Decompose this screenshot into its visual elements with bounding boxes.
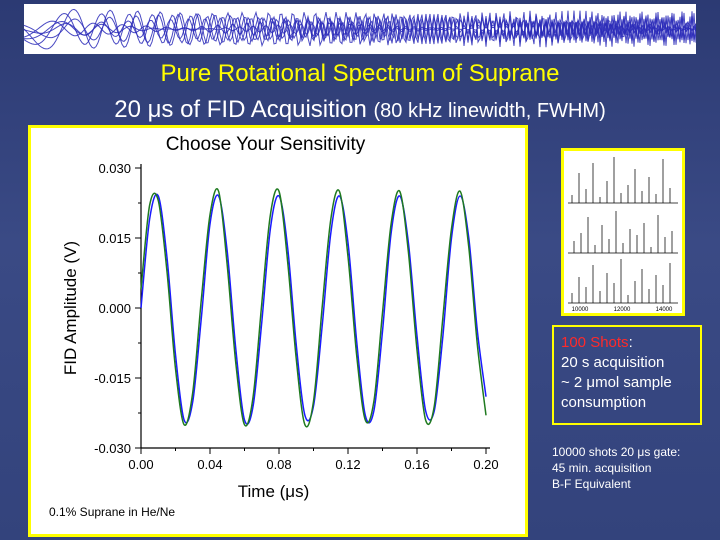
slide-title: Pure Rotational Spectrum of Suprane [160, 60, 560, 87]
x-tick-label: 0.16 [404, 457, 429, 472]
x-tick-label: 0.04 [197, 457, 222, 472]
consumption-label: consumption [561, 394, 647, 411]
fid-series-line-2 [140, 188, 487, 428]
thumb-tick-label: 14000 [656, 307, 673, 313]
spectrum-thumbnail: 10000 12000 14000 [561, 148, 685, 316]
shots-line: 100 Shots: [561, 333, 700, 353]
slide-subtitle: 20 μs of FID Acquisition (80 kHz linewid… [0, 96, 720, 124]
sample-annotation: 0.1% Suprane in He/Ne [49, 505, 175, 519]
banner-wave [24, 10, 696, 48]
note-line-3: B-F Equivalent [552, 477, 631, 491]
x-tick-label: 0.12 [335, 457, 360, 472]
sensitivity-heading: Choose Your Sensitivity [166, 134, 366, 155]
y-tick-label: 0.015 [98, 231, 131, 246]
equivalence-note: 10000 shots 20 μs gate: 45 min. acquisit… [552, 444, 720, 492]
subtitle-main: 20 μs of FID Acquisition [114, 96, 367, 123]
x-axis-label: Time (μs) [238, 482, 310, 501]
banner-wave [24, 14, 696, 43]
x-tick-label: 0.00 [128, 457, 153, 472]
shots-label: 100 Shots [561, 334, 629, 351]
header-banner-image [24, 4, 696, 54]
y-tick-label: 0.030 [98, 161, 131, 176]
fid-plot-panel: 0.030 0.015 0.000 -0.015 -0.030 0.00 0.04 0.08 0… [28, 125, 528, 537]
note-line-1: 10000 shots 20 μs gate: [552, 445, 681, 459]
y-axis-label: FID Amplitude (V) [61, 241, 80, 375]
y-tick-label: 0.000 [98, 301, 131, 316]
thumb-tick-label: 10000 [572, 307, 589, 313]
subtitle-paren: (80 kHz linewidth, FWHM) [373, 100, 606, 122]
note-line-2: 45 min. acquisition [552, 461, 652, 475]
x-tick-label: 0.20 [473, 457, 498, 472]
thumb-tick-label: 12000 [614, 307, 631, 313]
sensitivity-info-box: 100 Shots: 20 s acquisition ~ 2 μmol sam… [552, 325, 702, 425]
x-tick-label: 0.08 [266, 457, 291, 472]
sample-amount: ~ 2 μmol sample [561, 374, 672, 391]
spectra-stack: 10000 12000 14000 [568, 157, 678, 313]
banner-wave [24, 10, 696, 48]
fid-wave-banner [24, 8, 696, 50]
y-tick-label: -0.030 [94, 441, 131, 456]
y-tick-label: -0.015 [94, 371, 131, 386]
shots-colon: : [628, 334, 633, 351]
acquisition-time: 20 s acquisition [561, 354, 665, 371]
